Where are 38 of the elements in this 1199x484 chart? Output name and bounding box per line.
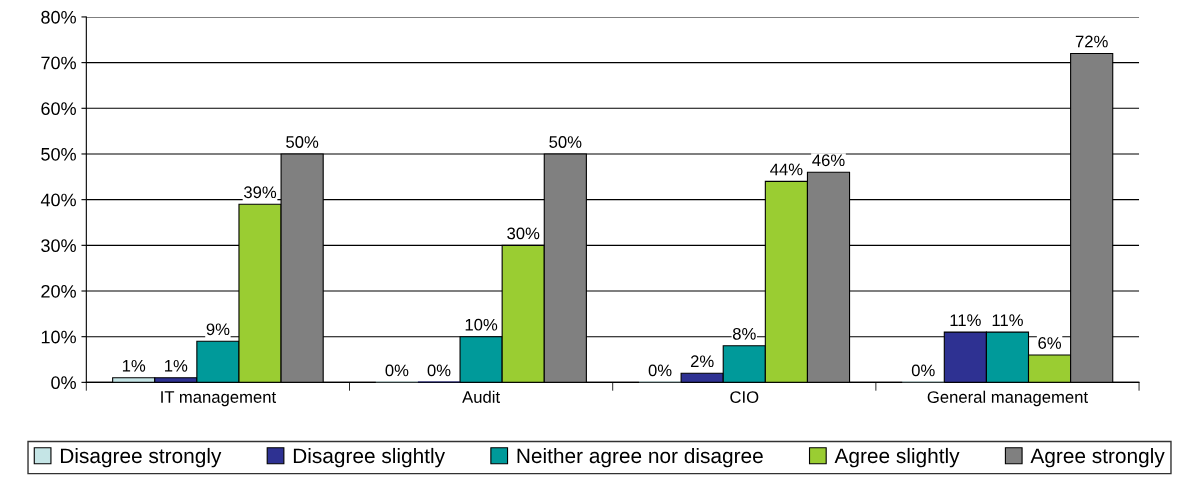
data-label: 11% xyxy=(950,314,981,326)
data-label: 0% xyxy=(427,364,451,377)
x-tick-label: CIO xyxy=(730,391,759,403)
y-tick-label: 40% xyxy=(40,193,76,207)
data-label: 8% xyxy=(732,327,756,340)
data-label: 0% xyxy=(911,364,935,377)
legend-label: Disagree strongly xyxy=(60,447,222,468)
data-label: 0% xyxy=(385,364,409,377)
data-label: 1% xyxy=(122,359,146,372)
data-label: 39% xyxy=(243,186,277,199)
data-label: 2% xyxy=(690,355,714,368)
y-tick-label: 50% xyxy=(41,147,76,161)
data-label: 6% xyxy=(1038,337,1062,349)
x-tick-label: IT management xyxy=(161,391,277,407)
legend-label: Neither agree nor disagree xyxy=(517,447,763,468)
data-label: 10% xyxy=(465,318,498,331)
data-label: 72% xyxy=(1075,35,1108,48)
legend-label: Agree slightly xyxy=(834,447,960,468)
y-tick-label: 80% xyxy=(41,10,76,24)
legend-label: Agree strongly xyxy=(1030,447,1165,468)
y-tick-label: 0% xyxy=(51,376,76,390)
data-label: 1% xyxy=(165,359,188,372)
data-label: 30% xyxy=(507,227,540,240)
data-label: 44% xyxy=(770,163,803,176)
data-label: 50% xyxy=(286,136,319,148)
data-label: 9% xyxy=(206,323,230,336)
y-tick-label: 20% xyxy=(41,284,76,298)
legend-label: Disagree slightly xyxy=(293,447,446,468)
y-tick-label: 70% xyxy=(41,56,76,70)
data-label: 50% xyxy=(549,136,582,148)
y-tick-label: 60% xyxy=(41,102,76,116)
y-tick-label: 30% xyxy=(41,239,76,253)
data-label: 46% xyxy=(812,154,845,167)
x-tick-label: Audit xyxy=(462,390,500,403)
x-tick-label: General management xyxy=(927,390,1088,407)
data-label: 11% xyxy=(992,314,1023,326)
y-tick-label: 10% xyxy=(41,330,76,344)
data-label: 0% xyxy=(648,364,672,377)
